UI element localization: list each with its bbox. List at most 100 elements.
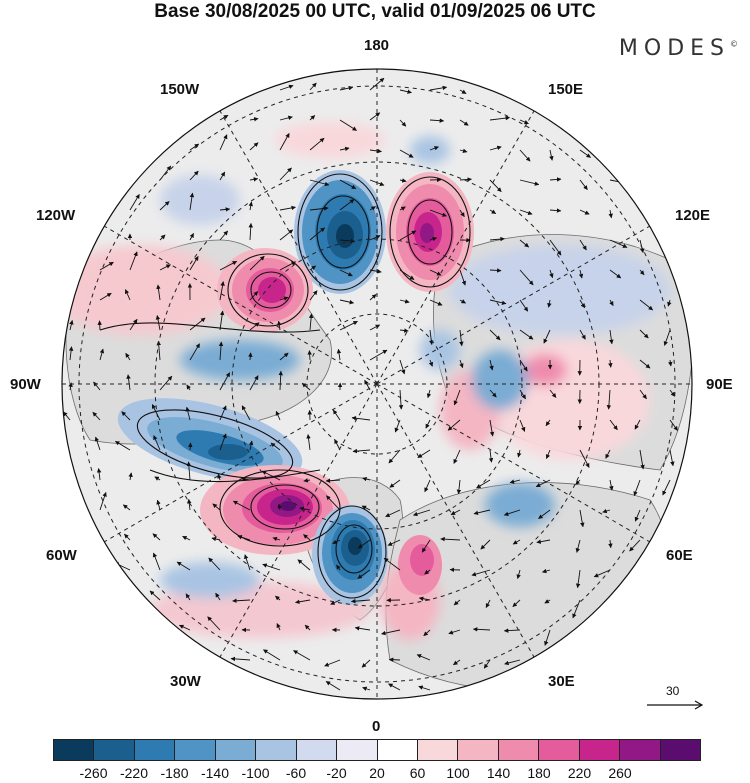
wind-arrow: [129, 251, 138, 271]
wind-arrow: [261, 470, 281, 481]
wind-arrow: [489, 299, 507, 305]
brand-logo: MODES©: [618, 36, 738, 61]
wind-arrow: [279, 205, 296, 211]
wind-arrow: [334, 439, 341, 451]
wind-arrow: [156, 499, 161, 511]
wind-arrow: [277, 320, 282, 331]
wind-arrow: [483, 659, 491, 669]
wind-arrow: [308, 313, 314, 331]
wind-arrow: [159, 375, 173, 391]
wind-arrow: [416, 654, 431, 661]
colorbar-tick-label: 180: [527, 765, 551, 781]
wind-arrow: [339, 119, 357, 131]
wind-arrow: [99, 261, 114, 271]
colorbar-tick-label: 220: [567, 765, 592, 781]
colorbar-swatch: [417, 740, 459, 760]
wind-arrow: [489, 268, 502, 273]
colorbar-tick-label: 260: [608, 765, 632, 781]
wind-arrow: [99, 292, 112, 301]
wind-arrow: [129, 318, 138, 331]
wind-arrow: [249, 322, 260, 331]
wind-arrow: [453, 449, 461, 464]
wind-arrow: [579, 179, 588, 191]
wind-arrow: [633, 479, 641, 497]
wind-arrow: [62, 411, 71, 421]
wind-arrow: [188, 442, 193, 451]
wind-arrow: [606, 389, 612, 410]
wind-arrow: [447, 419, 461, 431]
anomaly-shading: [62, 122, 670, 640]
wind-arrow: [211, 536, 221, 542]
wind-arrow: [249, 117, 259, 122]
wind-arrow: [459, 269, 467, 286]
wind-arrow: [383, 557, 401, 571]
wind-arrow: [459, 209, 465, 218]
wind-arrow: [519, 209, 533, 215]
wind-arrow: [237, 535, 251, 541]
wind-arrow: [575, 569, 581, 589]
colorbar-swatch: [377, 740, 418, 760]
wind-arrow: [634, 419, 641, 430]
wind-arrow: [471, 569, 491, 577]
wind-arrow: [185, 593, 191, 601]
wind-arrow: [159, 201, 170, 211]
wind-arrow: [309, 115, 316, 121]
wind-arrow: [549, 389, 557, 398]
wind-arrow: [399, 269, 415, 280]
wind-arrow: [126, 374, 131, 391]
wind-arrow: [326, 495, 341, 511]
wind-arrow: [489, 209, 497, 214]
colorbar-swatch: [94, 740, 135, 760]
wind-arrow: [579, 299, 586, 309]
wind-arrow: [309, 290, 318, 301]
colorbar-swatch: [620, 740, 661, 760]
wind-arrow: [544, 599, 551, 604]
wind-arrow: [248, 440, 254, 451]
wind-arrow: [417, 449, 431, 458]
map-disk: [62, 69, 692, 699]
graticule: [62, 69, 692, 699]
polar-map: [61, 68, 693, 700]
wind-arrow: [609, 239, 628, 248]
wind-arrow: [279, 84, 294, 91]
wind-arrow: [394, 419, 401, 433]
wind-arrow: [303, 478, 311, 483]
wind-arrow: [519, 359, 528, 372]
wind-arrow: [94, 436, 101, 451]
wind-arrow: [249, 291, 259, 301]
wind-arrow: [241, 405, 251, 421]
wind-arrow: [219, 310, 225, 331]
wind-arrow: [608, 209, 613, 219]
wind-arrow: [309, 82, 317, 91]
wind-arrow: [609, 299, 614, 306]
wind-arrow: [549, 239, 562, 256]
wind-arrow: [279, 115, 293, 121]
wind-arrow: [189, 343, 200, 361]
wind-arrow: [182, 535, 191, 541]
wind-arrow: [248, 352, 253, 361]
wind-arrow: [69, 319, 74, 331]
wind-arrow: [295, 599, 311, 605]
wind-arrow: [218, 341, 224, 361]
wind-arrow: [97, 320, 102, 331]
lon-label-150w: 150W: [160, 81, 200, 98]
wind-arrow: [489, 179, 502, 193]
wind-arrow: [453, 659, 461, 666]
wind-arrow: [303, 534, 311, 541]
wind-arrow: [381, 629, 401, 636]
wind-arrow: [399, 359, 406, 375]
wind-arrow: [519, 149, 531, 162]
wind-arrow: [279, 229, 294, 241]
wind-arrow: [578, 269, 584, 279]
wind-arrow: [424, 569, 431, 575]
wind-arrow: [330, 599, 341, 605]
wind-arrow: [516, 569, 521, 580]
colorbar-tick-label: -20: [326, 765, 347, 781]
wind-arrow: [509, 479, 521, 484]
wind-arrow: [399, 328, 409, 333]
wind-arrow: [277, 503, 282, 511]
wind-arrow: [325, 478, 341, 483]
wind-vectors: [62, 77, 678, 691]
wind-arrow: [424, 479, 431, 493]
wind-arrow: [248, 222, 254, 241]
